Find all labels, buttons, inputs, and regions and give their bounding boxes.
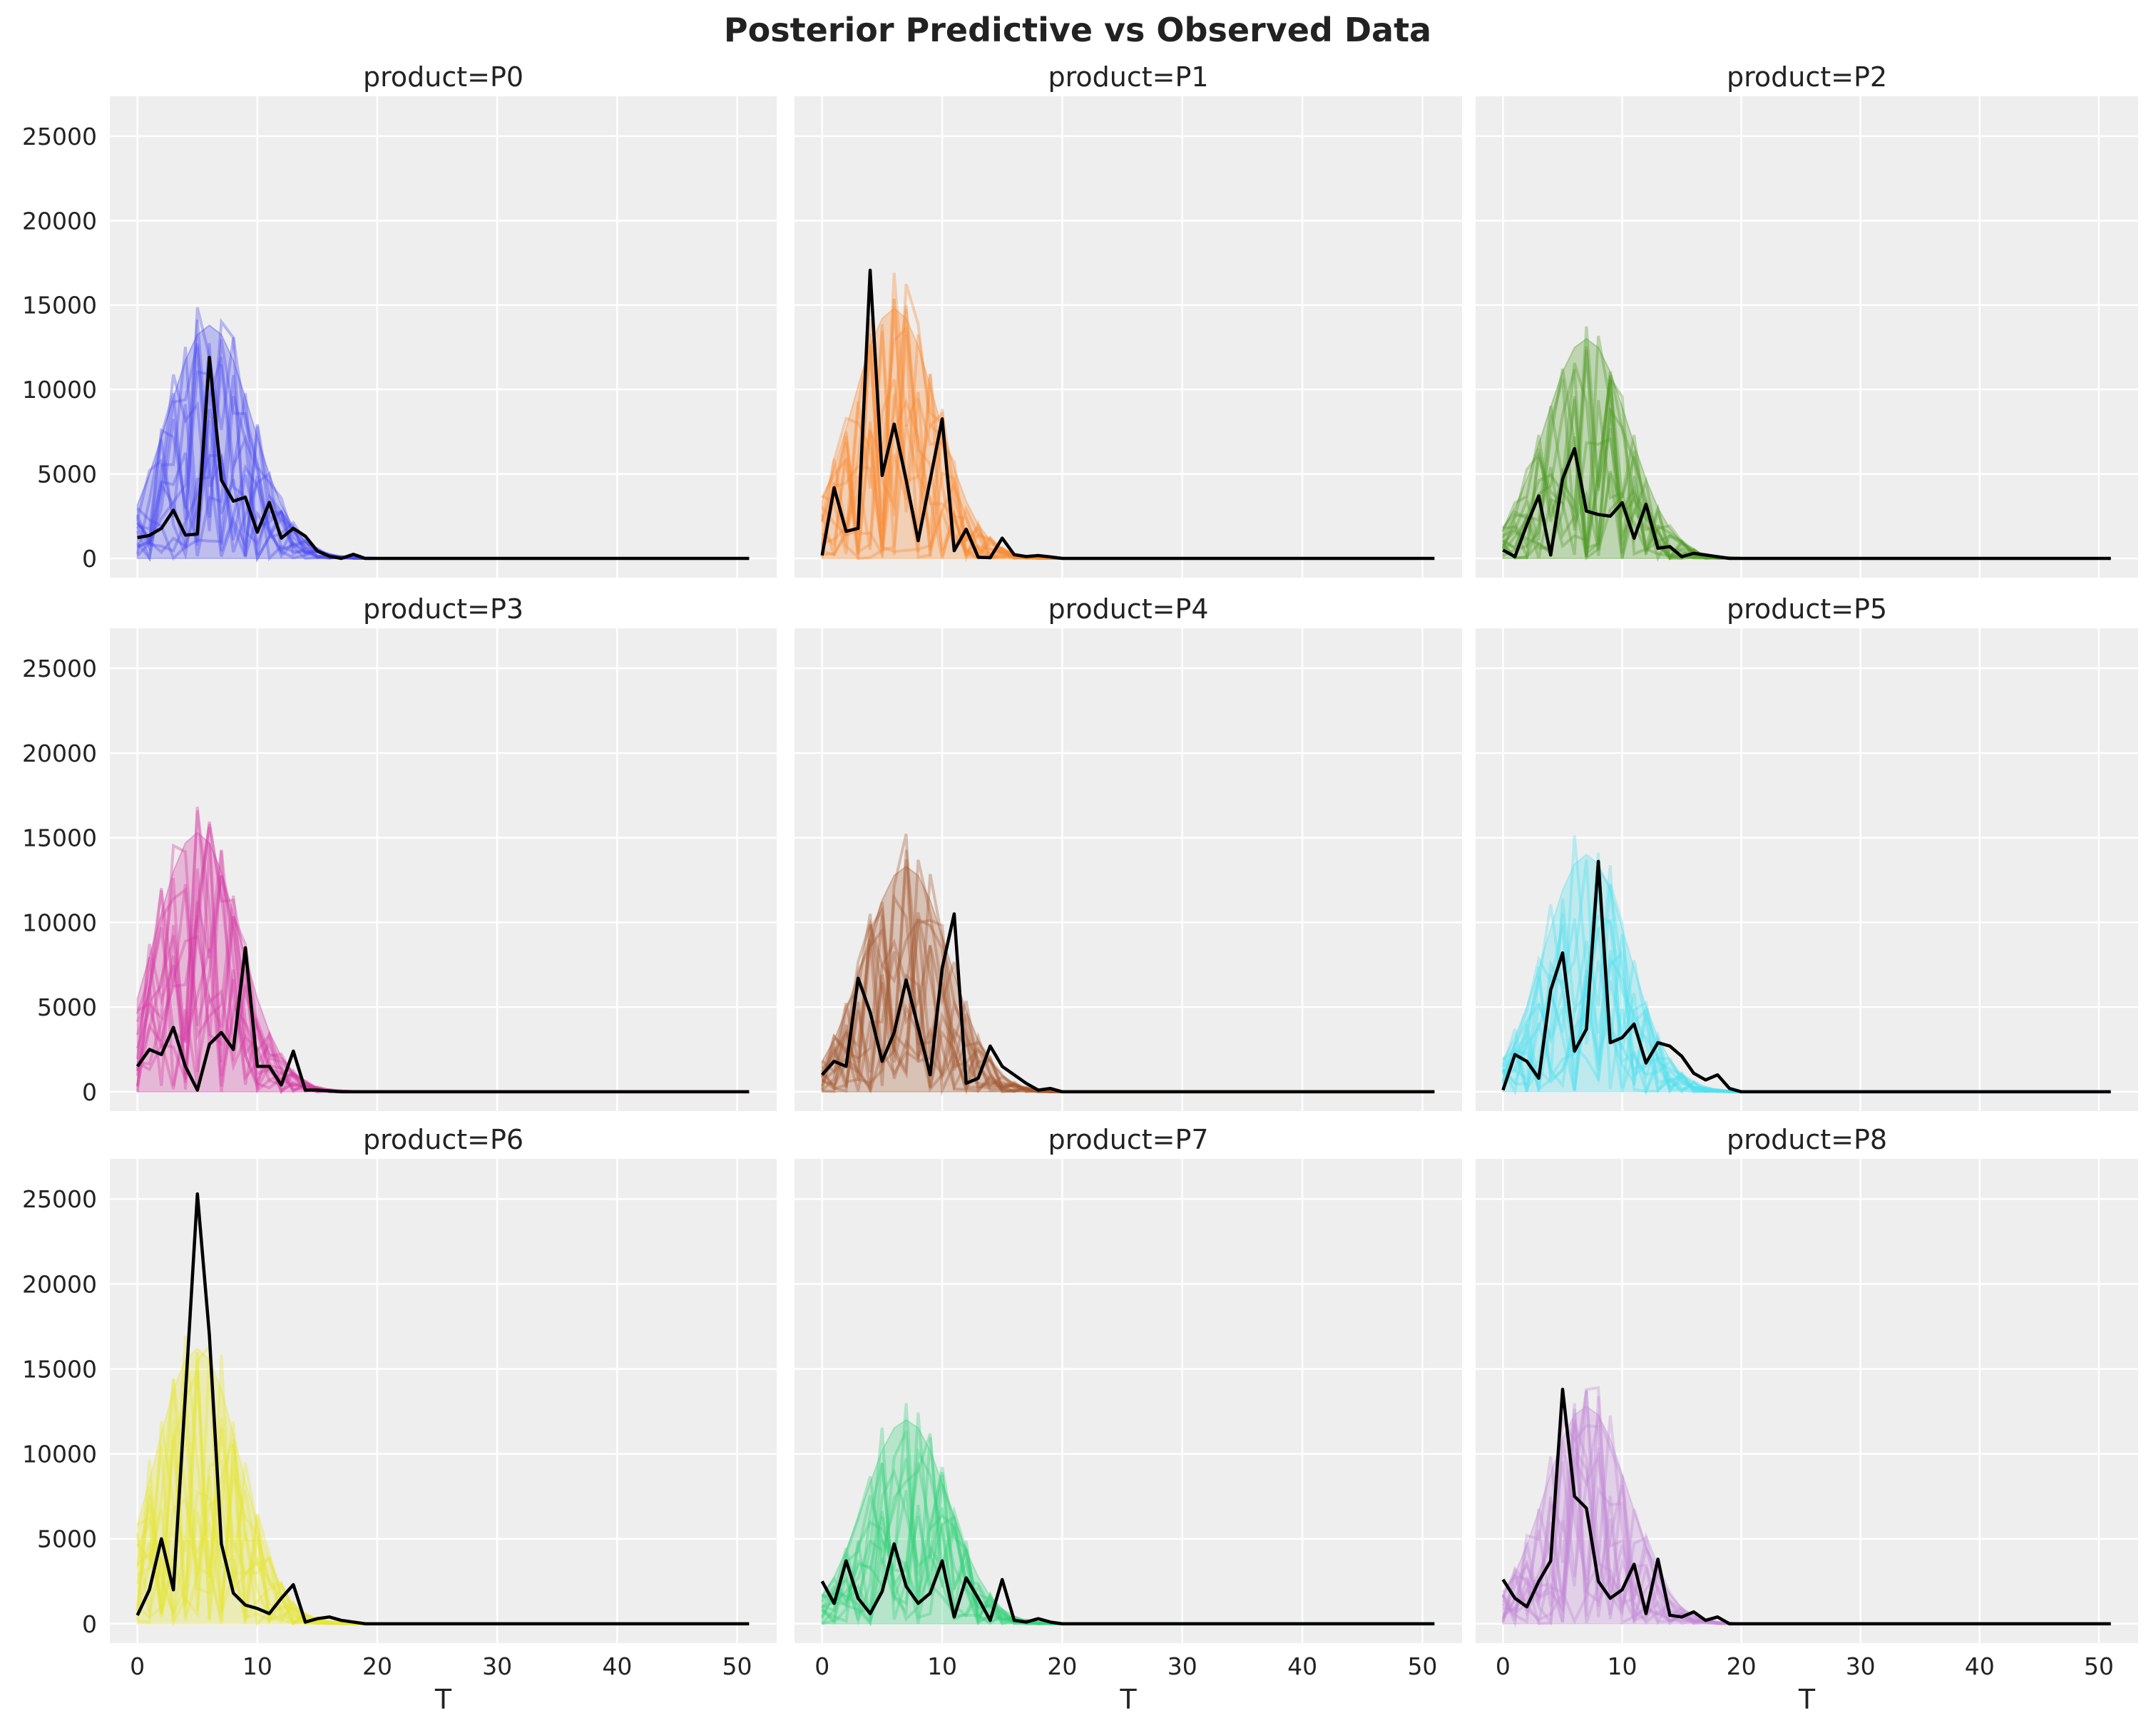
panel-p2: product=P2: [1476, 61, 2138, 578]
observed-line: [821, 912, 1435, 1094]
panel-title: product=P3: [363, 593, 523, 625]
panel-title: product=P4: [1048, 593, 1208, 625]
x-tick-label: 50: [722, 1652, 752, 1680]
plot-background: [795, 628, 1462, 1111]
panels-grid: product=P00500010000150002000025000produ…: [22, 61, 2138, 1715]
panel-p1: product=P1: [795, 61, 1462, 578]
y-tick-label: 5000: [37, 461, 97, 489]
y-tick-label: 10000: [22, 1441, 97, 1468]
x-tick-label: 50: [2084, 1652, 2114, 1680]
x-tick-label: 40: [1965, 1652, 1995, 1680]
y-tick-label: 25000: [22, 1185, 97, 1213]
panel-title: product=P6: [363, 1124, 523, 1155]
x-tick-label: 30: [1846, 1652, 1876, 1680]
y-tick-label: 20000: [22, 1270, 97, 1298]
y-tick-label: 20000: [22, 740, 97, 767]
observed-line: [136, 946, 750, 1094]
panel-p3: product=P3 0 5000 10000 15000 20000 25000: [22, 593, 777, 1111]
plot-background: [110, 1159, 777, 1643]
y-tick-label: 0: [82, 545, 97, 573]
plot-background: [1476, 1159, 2138, 1643]
x-tick-label: 10: [1608, 1652, 1638, 1680]
y-tick-label: 15000: [22, 292, 97, 319]
y-tick-label: 25000: [22, 123, 97, 150]
y-tick-label: 15000: [22, 1355, 97, 1383]
panel-title: product=P5: [1727, 593, 1887, 625]
panel-title: product=P7: [1048, 1124, 1208, 1155]
x-tick-label: 30: [1168, 1652, 1197, 1680]
panel-p0: product=P0 0 5000 10000 15000 20000 25000: [22, 61, 777, 578]
panel-p5: product=P5: [1476, 593, 2138, 1111]
y-tick-label: 10000: [22, 909, 97, 936]
observed-line: [1501, 1387, 2111, 1626]
x-tick-label: 0: [814, 1652, 829, 1680]
plot-background: [110, 96, 777, 578]
x-tick-label: 0: [1496, 1652, 1511, 1680]
observed-line: [136, 1192, 750, 1626]
panel-p7: product=P7 0 10 20 30 40 50 T: [795, 1124, 1462, 1715]
panel-p6: product=P6 0 5000 10000 15000 20000 25000 0 10 20…: [22, 1124, 777, 1715]
x-tick-label: 40: [1287, 1652, 1317, 1680]
y-tick-label: 15000: [22, 824, 97, 852]
panel-title: product=P2: [1727, 61, 1887, 93]
plot-background: [1476, 96, 2138, 578]
x-axis-label: T: [1119, 1684, 1137, 1715]
x-tick-label: 10: [242, 1652, 272, 1680]
observed-line: [820, 1542, 1435, 1626]
panel-p4: product=P4: [795, 593, 1462, 1111]
panel-title: product=P1: [1048, 61, 1208, 93]
plot-background: [795, 1159, 1462, 1643]
observed-line: [1501, 859, 2111, 1094]
x-axis-label: T: [1798, 1684, 1816, 1715]
y-tick-label: 0: [82, 1078, 97, 1106]
plot-background: [795, 96, 1462, 578]
observed-line: [137, 355, 750, 561]
plot-background: [110, 628, 777, 1111]
y-tick-label: 5000: [37, 993, 97, 1021]
y-tick-label: 20000: [22, 207, 97, 235]
x-axis-label: T: [434, 1684, 452, 1715]
x-tick-label: 20: [1727, 1652, 1757, 1680]
y-tick-label: 10000: [22, 376, 97, 404]
y-tick-label: 5000: [37, 1525, 97, 1553]
y-tick-label: 0: [82, 1610, 97, 1638]
x-tick-label: 50: [1407, 1652, 1437, 1680]
x-tick-label: 40: [602, 1652, 632, 1680]
x-tick-label: 30: [482, 1652, 512, 1680]
y-tick-label: 25000: [22, 655, 97, 682]
x-tick-label: 20: [1047, 1652, 1077, 1680]
panel-title: product=P8: [1727, 1124, 1887, 1155]
x-tick-label: 20: [362, 1652, 392, 1680]
figure-title: Posterior Predictive vs Observed Data: [724, 11, 1431, 49]
observed-line: [1502, 446, 2111, 561]
panel-p8: product=P8 0 10 20 30 40 50 T: [1476, 1124, 2138, 1715]
x-tick-label: 10: [927, 1652, 957, 1680]
panel-title: product=P0: [363, 61, 523, 93]
observed-line: [820, 268, 1435, 561]
x-tick-label: 0: [130, 1652, 145, 1680]
